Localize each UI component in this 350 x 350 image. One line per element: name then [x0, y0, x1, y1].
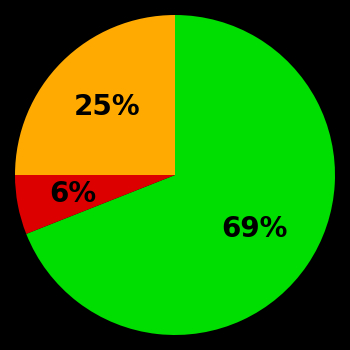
Wedge shape	[15, 15, 175, 175]
Text: 25%: 25%	[74, 93, 140, 121]
Text: 6%: 6%	[49, 181, 96, 209]
Wedge shape	[26, 15, 335, 335]
Text: 69%: 69%	[221, 215, 288, 243]
Wedge shape	[15, 175, 175, 234]
